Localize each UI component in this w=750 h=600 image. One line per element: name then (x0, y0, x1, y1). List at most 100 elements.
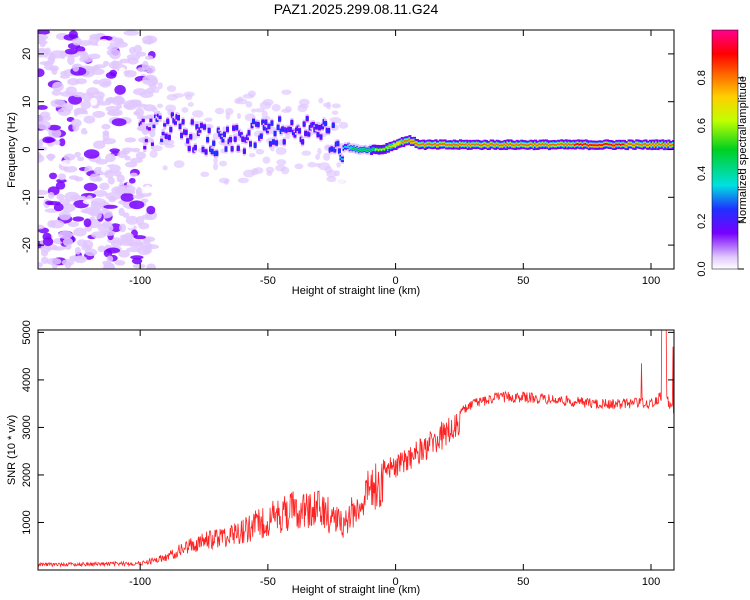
noise-blob (74, 151, 81, 158)
ridge-cell (639, 143, 643, 146)
ridge-cell (466, 144, 470, 147)
ridge-cell (570, 143, 574, 146)
ridge-cell (508, 143, 512, 146)
ridge-cell (258, 137, 262, 140)
noise-blob (90, 97, 98, 106)
ridge-cell (606, 143, 610, 145)
noise-blob (74, 247, 81, 255)
ridge-cell (635, 142, 639, 145)
noise-blob (93, 190, 108, 197)
ridge-cell (172, 119, 176, 122)
ridge-cell (642, 143, 646, 146)
noise-blob (72, 91, 86, 98)
ridge-cell (235, 126, 239, 129)
noise-blob (108, 195, 117, 203)
noise-blob (158, 140, 169, 146)
ridge-cell (307, 133, 311, 135)
colorbar-tick-label: 0.8 (696, 70, 708, 85)
ridge-cell (520, 143, 524, 146)
ridge-cell (255, 123, 259, 126)
ridge-cell (653, 144, 657, 147)
ridge-cell (587, 144, 591, 147)
ridge-cell (144, 139, 148, 142)
ridge-cell (575, 143, 579, 146)
ridge-cell (622, 143, 626, 146)
noise-blob (212, 162, 219, 171)
ridge-cell (515, 143, 519, 146)
ridge-cell (527, 144, 531, 146)
noise-blob (101, 137, 116, 145)
ridge-cell (543, 143, 547, 146)
ridge-cell (224, 148, 228, 150)
ridge-cell (186, 140, 190, 142)
ridge-cell (173, 121, 177, 123)
noise-blob (245, 101, 253, 108)
ridge-cell (633, 144, 637, 147)
ridge-cell (596, 144, 600, 147)
ridge-cell (264, 121, 268, 124)
ridge-cell (409, 140, 413, 143)
noise-blob (42, 115, 52, 121)
ridge-cell (365, 149, 369, 152)
ridge-cell (478, 144, 482, 146)
ridge-cell (261, 121, 265, 124)
ridge-cell (328, 149, 332, 151)
noise-blob (68, 175, 80, 180)
ridge-cell (578, 143, 582, 146)
ridge-cell (586, 143, 590, 146)
ridge-cell (210, 150, 214, 153)
ridge-cell (233, 138, 237, 141)
noise-blob (200, 171, 210, 178)
ridge-cell (429, 143, 433, 146)
ridge-cell (138, 123, 142, 126)
ridge-cell (147, 127, 151, 130)
y-tick-label: 10 (21, 96, 33, 108)
ridge-cell (610, 143, 614, 146)
ridge-cell (569, 143, 573, 146)
noise-blob (50, 98, 66, 108)
ridge-cell (149, 119, 153, 122)
noise-blob (90, 200, 102, 211)
ridge-cell (425, 143, 429, 146)
noise-blob (132, 194, 145, 199)
ridge-cell (253, 144, 257, 147)
noise-blob (83, 115, 96, 124)
ridge-cell (278, 118, 282, 120)
ridge-cell (589, 143, 593, 146)
ridge-cell (206, 138, 210, 141)
noise-blob (223, 179, 229, 185)
ridge-cell (337, 150, 341, 152)
ridge-cell (184, 131, 188, 134)
ridge-cell (377, 149, 381, 152)
noise-blob (119, 234, 129, 239)
noise-blob (166, 94, 178, 101)
ridge-cell (379, 148, 383, 151)
ridge-cell (509, 143, 513, 145)
noise-blob (130, 157, 143, 164)
ridge-cell (624, 144, 628, 147)
noise-blob (236, 113, 242, 120)
ridge-cell (664, 143, 668, 146)
ridge-cell (437, 144, 441, 146)
ridge-cell (291, 131, 295, 134)
ridge-cell (229, 138, 233, 141)
ridge-cell (396, 143, 400, 145)
noise-blob (138, 222, 150, 230)
x-tick-label: -50 (260, 576, 276, 588)
noise-blob (42, 237, 54, 247)
noise-blob (107, 176, 115, 185)
ridge-cell (175, 115, 179, 118)
ridge-cell (671, 143, 674, 146)
noise-blob (156, 103, 164, 109)
noise-blob (119, 239, 136, 246)
ridge-cell (627, 143, 631, 145)
ridge-cell (419, 143, 423, 146)
ridge-cell (189, 135, 193, 138)
spectrogram-y-label: Frequency (Hz) (6, 112, 18, 188)
ridge-cell (546, 143, 550, 146)
y-tick-label: 1000 (21, 510, 33, 534)
noise-blob (83, 149, 100, 159)
ridge-cell (618, 143, 622, 146)
noise-blob (315, 153, 321, 160)
ridge-cell (481, 143, 485, 146)
